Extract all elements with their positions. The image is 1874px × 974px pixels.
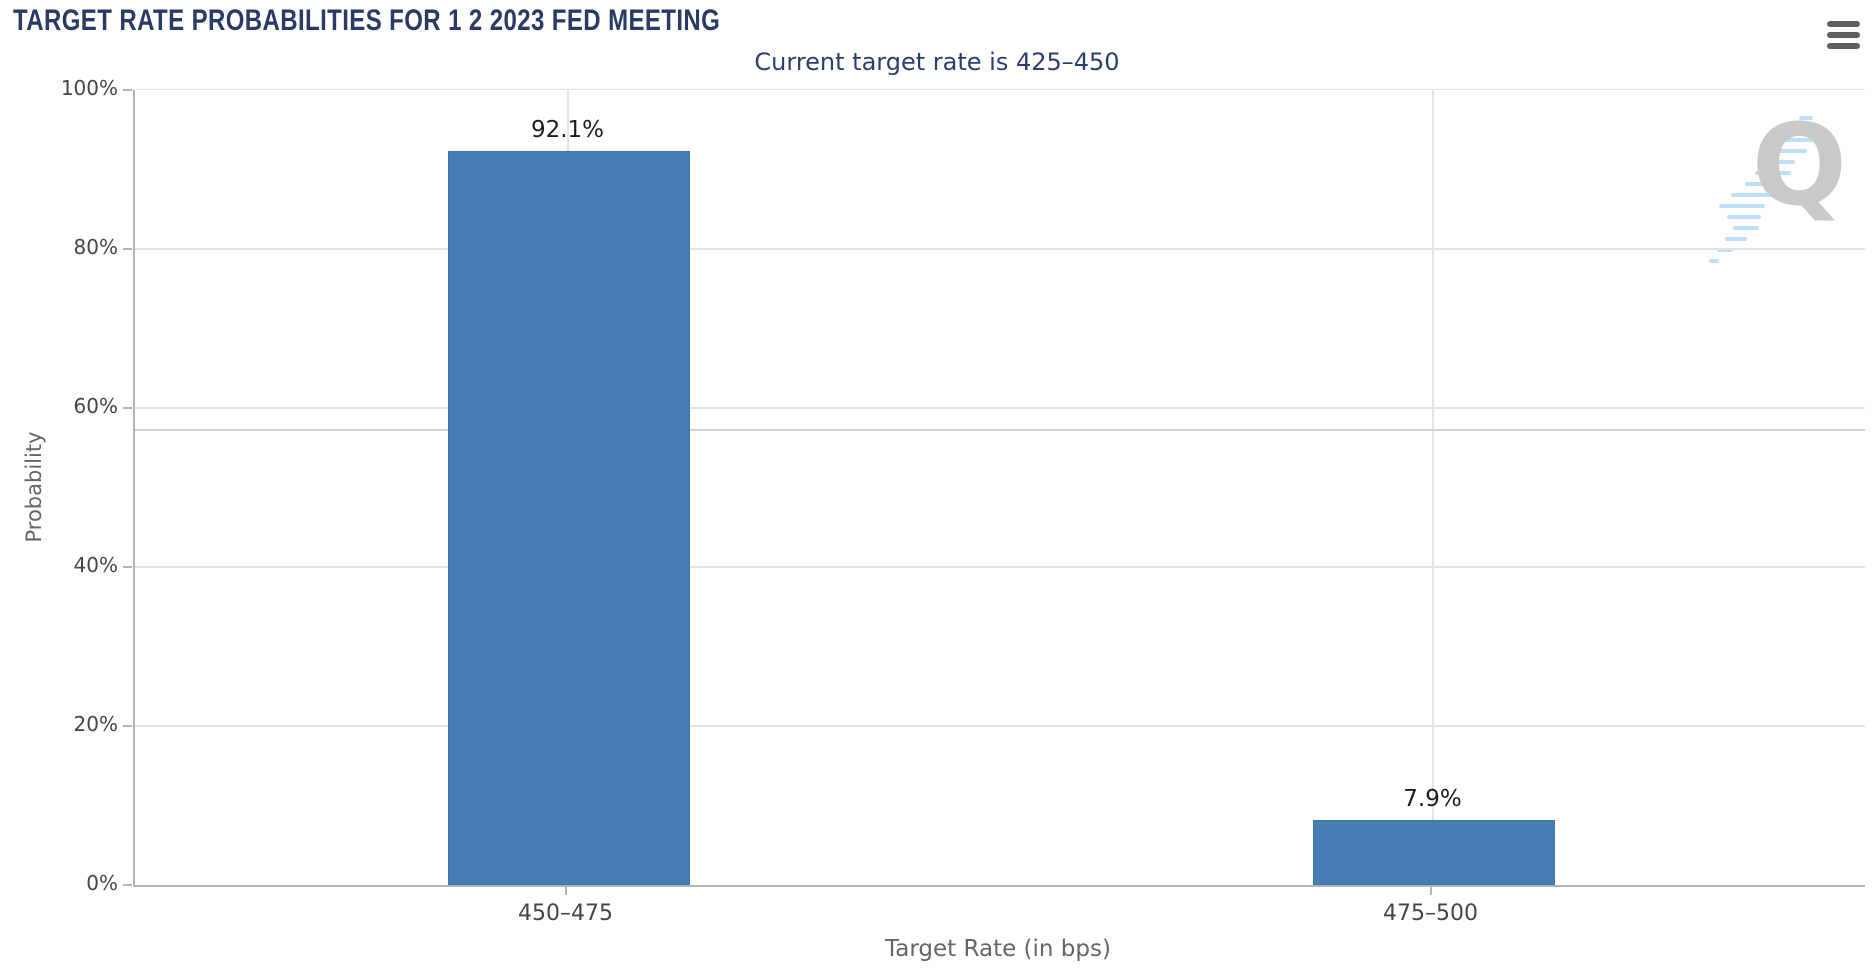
y-tick-0pct — [123, 884, 132, 886]
bar-475-500[interactable] — [1312, 820, 1555, 885]
x-tick-1 — [564, 887, 567, 895]
y-tick-80pct — [123, 248, 132, 250]
category-gridline-2 — [1431, 90, 1434, 885]
page-title: TARGET RATE PROBABILITIES FOR 1 2 2023 F… — [13, 4, 721, 37]
y-axis-title: Probability — [22, 431, 46, 543]
gridline-40pct — [135, 566, 1865, 568]
gridline-60pct — [135, 407, 1865, 409]
x-category-label: 450–475 — [518, 901, 613, 926]
y-tick-label-20pct: 20% — [73, 712, 118, 736]
quikstrike-watermark: Q — [1707, 102, 1847, 272]
gridline-20pct — [135, 725, 1865, 727]
y-tick-label-0pct: 0% — [86, 871, 118, 895]
y-tick-label-80pct: 80% — [73, 235, 118, 259]
bar-value-label: 92.1% — [530, 116, 605, 143]
x-axis-title: Target Rate (in bps) — [885, 936, 1111, 962]
gridline-80pct — [135, 248, 1865, 250]
y-tick-40pct — [123, 566, 132, 568]
watermark-streak-icon — [1709, 116, 1817, 263]
hamburger-menu-icon[interactable] — [1827, 21, 1860, 49]
watermark-q-letter: Q — [1751, 101, 1847, 231]
reference-line — [135, 429, 1865, 432]
y-tick-label-60pct: 60% — [73, 394, 118, 418]
y-tick-label-40pct: 40% — [73, 553, 118, 577]
bar-450-475[interactable] — [447, 150, 690, 885]
chart-subtitle: Current target rate is 425–450 — [754, 48, 1120, 76]
plot-area: Q 92.1% 7.9% — [133, 89, 1865, 887]
y-tick-60pct — [123, 407, 132, 409]
hamburger-bar — [1827, 43, 1860, 49]
y-tick-label-100pct: 100% — [60, 76, 118, 100]
x-tick-2 — [1429, 887, 1432, 895]
gridline-100pct — [135, 89, 1865, 90]
bar-value-label: 7.9% — [1403, 786, 1462, 813]
y-tick-100pct — [123, 89, 132, 91]
hamburger-bar — [1827, 21, 1860, 27]
x-category-label: 475–500 — [1383, 901, 1478, 926]
y-tick-20pct — [123, 725, 132, 727]
hamburger-bar — [1827, 32, 1860, 38]
